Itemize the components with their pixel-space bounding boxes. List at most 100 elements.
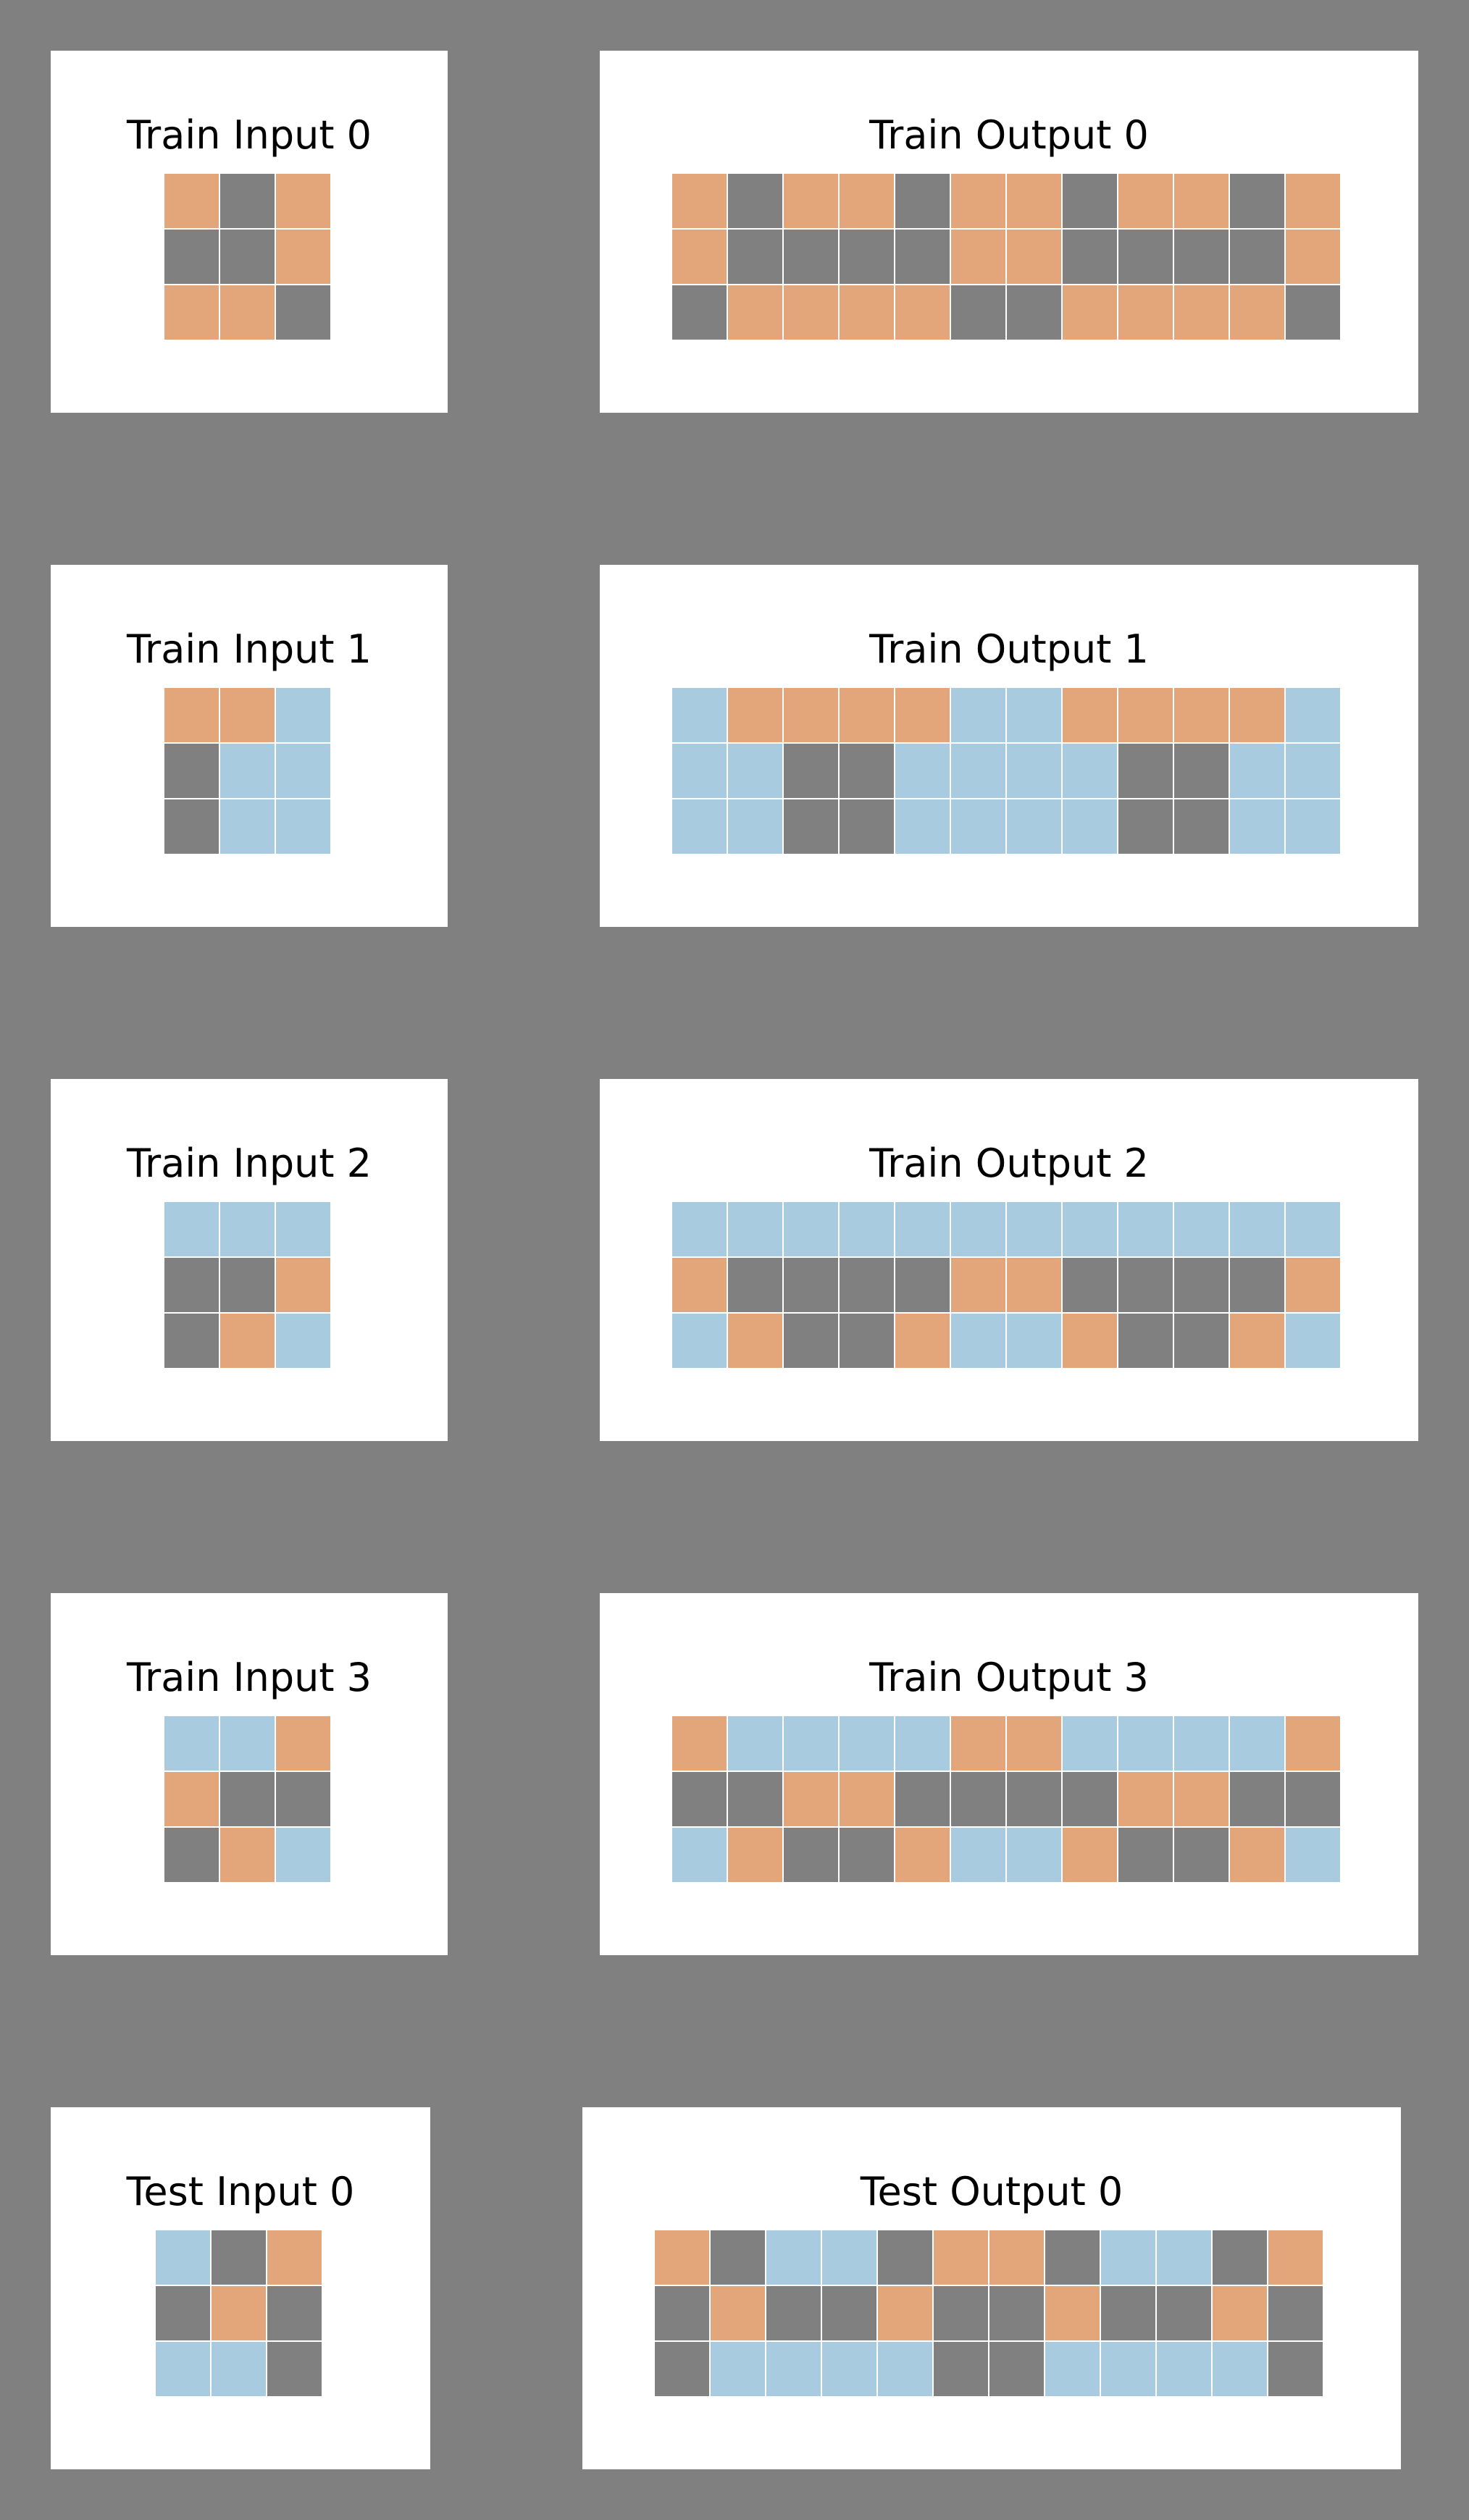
grid-cell (1286, 799, 1340, 854)
grid-cell (1063, 1828, 1117, 1882)
grid-cell (164, 799, 219, 854)
grid-cell (164, 285, 219, 340)
grid-cell (1213, 2342, 1267, 2396)
grid-cell (1007, 688, 1061, 742)
train-input-1-panel: Train Input 1 (51, 565, 448, 927)
grid-cell (276, 799, 330, 854)
grid-cell (672, 1314, 727, 1368)
train-output-1-panel: Train Output 1 (600, 565, 1418, 927)
grid-cell (164, 1314, 219, 1368)
grid-cell (895, 744, 950, 798)
grid-cell (156, 2286, 210, 2340)
grid-cell (840, 1772, 894, 1826)
grid-cell (1286, 1772, 1340, 1826)
grid-cell (212, 2230, 266, 2285)
grid-cell (672, 744, 727, 798)
grid-cell (1063, 1716, 1117, 1771)
train-input-2-panel: Train Input 2 (51, 1079, 448, 1441)
test-input-0-grid (156, 2230, 322, 2396)
grid-cell (951, 1716, 1005, 1771)
grid-cell (728, 1258, 782, 1312)
grid-cell (895, 1772, 950, 1826)
grid-cell (672, 285, 727, 340)
train-output-1-grid (672, 688, 1340, 854)
grid-cell (655, 2230, 709, 2285)
grid-cell (1118, 1202, 1173, 1256)
grid-cell (1101, 2230, 1155, 2285)
grid-cell (784, 1314, 838, 1368)
grid-cell (1007, 1314, 1061, 1368)
train-input-3-panel: Train Input 3 (51, 1593, 448, 1955)
grid-cell (934, 2342, 988, 2396)
grid-cell (840, 744, 894, 798)
grid-cell (878, 2286, 932, 2340)
grid-cell (672, 230, 727, 284)
grid-cell (156, 2230, 210, 2285)
grid-cell (1174, 799, 1229, 854)
grid-cell (164, 688, 219, 742)
grid-cell (220, 744, 275, 798)
grid-cell (276, 1258, 330, 1312)
grid-cell (1007, 285, 1061, 340)
grid-cell (840, 1716, 894, 1771)
grid-cell (1118, 285, 1173, 340)
grid-cell (1118, 1314, 1173, 1368)
grid-cell (1286, 1716, 1340, 1771)
grid-cell (1063, 744, 1117, 798)
grid-cell (276, 1202, 330, 1256)
train-output-2-grid (672, 1202, 1340, 1368)
grid-cell (951, 1258, 1005, 1312)
grid-cell (951, 1314, 1005, 1368)
grid-cell (728, 1772, 782, 1826)
grid-cell (1286, 174, 1340, 228)
grid-cell (220, 1258, 275, 1312)
train-input-2-grid (164, 1202, 330, 1368)
panel-title: Train Input 0 (126, 112, 372, 158)
grid-cell (1268, 2230, 1323, 2285)
grid-cell (164, 1828, 219, 1882)
grid-cell (220, 1772, 275, 1826)
grid-cell (1007, 799, 1061, 854)
grid-cell (766, 2230, 821, 2285)
grid-cell (164, 230, 219, 284)
grid-cell (840, 1314, 894, 1368)
grid-cell (220, 174, 275, 228)
grid-cell (895, 1828, 950, 1882)
grid-cell (878, 2230, 932, 2285)
grid-cell (1174, 688, 1229, 742)
grid-cell (276, 285, 330, 340)
grid-cell (276, 1772, 330, 1826)
grid-cell (951, 1828, 1005, 1882)
grid-cell (840, 285, 894, 340)
grid-cell (728, 1828, 782, 1882)
grid-cell (766, 2342, 821, 2396)
grid-cell (989, 2342, 1044, 2396)
grid-cell (934, 2230, 988, 2285)
grid-cell (1286, 230, 1340, 284)
grid-cell (1007, 744, 1061, 798)
train-output-0-panel: Train Output 0 (600, 51, 1418, 413)
grid-cell (784, 1828, 838, 1882)
panel-title: Train Output 2 (869, 1141, 1149, 1186)
grid-cell (1230, 799, 1284, 854)
grid-cell (276, 688, 330, 742)
grid-cell (951, 799, 1005, 854)
grid-cell (672, 1828, 727, 1882)
grid-cell (276, 1314, 330, 1368)
grid-cell (1063, 1202, 1117, 1256)
grid-cell (1286, 1258, 1340, 1312)
grid-cell (1213, 2286, 1267, 2340)
grid-cell (728, 285, 782, 340)
grid-cell (1174, 1314, 1229, 1368)
grid-cell (784, 1772, 838, 1826)
grid-cell (1174, 744, 1229, 798)
grid-cell (711, 2342, 765, 2396)
grid-cell (1045, 2286, 1100, 2340)
grid-cell (840, 688, 894, 742)
grid-cell (1118, 688, 1173, 742)
grid-cell (1063, 1258, 1117, 1312)
grid-cell (1230, 1202, 1284, 1256)
grid-cell (840, 1258, 894, 1312)
grid-cell (1230, 1258, 1284, 1312)
grid-cell (1063, 285, 1117, 340)
